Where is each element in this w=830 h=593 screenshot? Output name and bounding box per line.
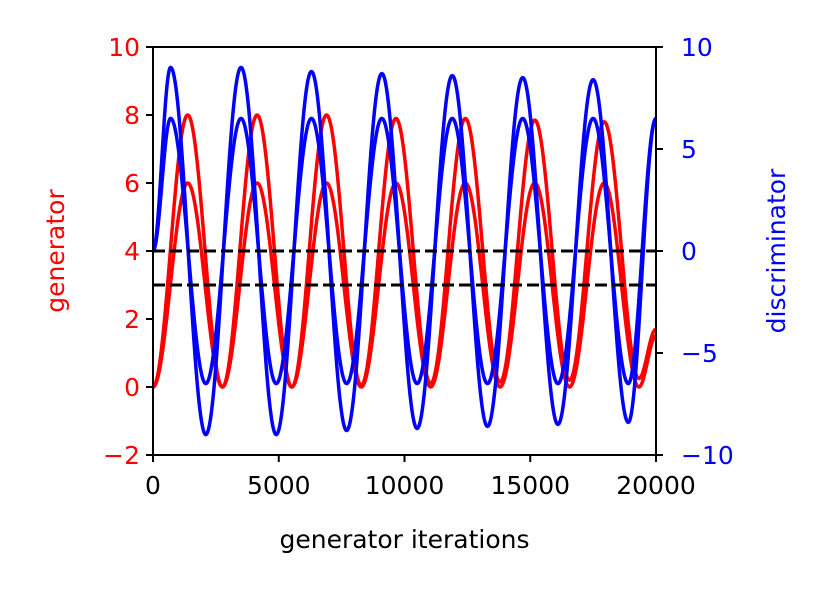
x-tick-label: 20000 — [616, 471, 696, 500]
x-tick-label: 15000 — [490, 471, 570, 500]
y-right-tick-label: 0 — [681, 237, 697, 266]
x-axis-label: generator iterations — [279, 525, 529, 554]
y-right-tick-label: 5 — [681, 135, 697, 164]
y-right-tick-label: −10 — [681, 441, 734, 470]
x-tick-label: 10000 — [365, 471, 445, 500]
y-right-tick-label: 10 — [681, 33, 713, 62]
y-left-tick-label: 8 — [124, 101, 140, 130]
y-left-tick-label: −2 — [103, 441, 140, 470]
reference-lines — [153, 249, 656, 287]
y-left-tick-label: 0 — [124, 373, 140, 402]
y-axis-left-label: generator — [41, 189, 70, 313]
x-tick-label: 5000 — [247, 471, 311, 500]
x-tick-label: 0 — [145, 471, 161, 500]
y-left-tick-label: 6 — [124, 169, 140, 198]
y-left-tick-label: 2 — [124, 305, 140, 334]
y-axis-right-label: discriminator — [762, 168, 791, 333]
y-left-tick-label: 10 — [108, 33, 140, 62]
y-left-tick-label: 4 — [124, 237, 140, 266]
y-right-tick-label: −5 — [681, 339, 718, 368]
